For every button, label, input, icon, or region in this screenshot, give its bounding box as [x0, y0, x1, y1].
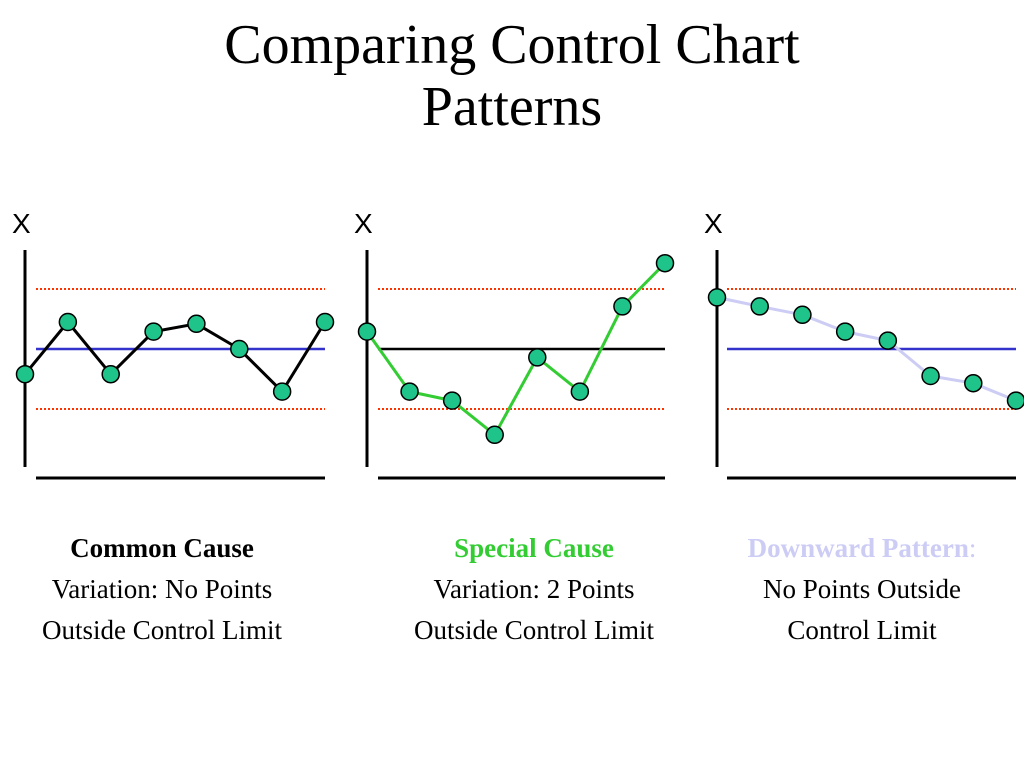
data-point — [921, 366, 940, 386]
caption-line: No Points Outside — [762, 574, 962, 604]
series-segment — [280, 321, 327, 393]
caption-line: Outside Control Limit — [42, 615, 282, 645]
series-segment — [109, 330, 155, 376]
caption-special-cause: Special Cause Variation: 2 Points Outsid… — [376, 528, 692, 651]
caption-heading-suffix: : — [968, 533, 977, 563]
slide-title: Comparing Control Chart Patterns — [0, 14, 1024, 138]
data-point — [655, 253, 675, 273]
series-segment — [621, 262, 667, 308]
caption-heading: Downward Pattern — [747, 533, 969, 563]
data-point — [485, 425, 504, 445]
caption-downward-pattern: Downward Pattern: No Points Outside Cont… — [700, 528, 1024, 651]
data-point — [58, 312, 78, 332]
caption-line: Variation: 2 Points — [433, 574, 635, 604]
data-point — [793, 305, 812, 325]
series-segment — [238, 347, 284, 393]
caption-line: Outside Control Limit — [414, 615, 654, 645]
data-point — [570, 382, 590, 401]
data-point — [15, 364, 35, 384]
series-segment — [365, 330, 411, 393]
caption-common-cause: Common Cause Variation: No Points Outsid… — [4, 528, 320, 651]
data-point — [144, 322, 163, 341]
control-charts-diagram: X X X — [12, 208, 1024, 480]
data-point — [613, 297, 632, 316]
caption-line: Variation: No Points — [51, 574, 273, 604]
series-segment — [66, 321, 112, 376]
data-point — [964, 373, 983, 393]
y-axis-label: X — [354, 208, 373, 239]
series-segment — [493, 356, 539, 436]
chart-common-cause: X — [12, 208, 335, 480]
series-segment — [578, 305, 624, 393]
data-point — [230, 339, 249, 359]
data-point — [400, 382, 419, 401]
caption-line: Control Limit — [787, 615, 937, 645]
y-axis-label: X — [12, 208, 31, 239]
data-point — [707, 288, 727, 307]
data-point — [101, 364, 120, 384]
data-point — [750, 297, 769, 316]
caption-heading: Common Cause — [70, 533, 254, 563]
data-point — [315, 312, 335, 332]
data-point — [1006, 391, 1024, 410]
series-segment — [23, 321, 70, 376]
data-point — [878, 331, 898, 350]
y-axis-label: X — [704, 208, 723, 239]
title-line-2: Patterns — [421, 76, 603, 138]
data-point — [187, 314, 206, 334]
data-point — [835, 322, 855, 341]
title-line-1: Comparing Control Chart — [224, 14, 800, 76]
caption-heading: Special Cause — [454, 533, 614, 563]
data-point — [357, 322, 377, 341]
chart-downward-pattern: X — [704, 208, 1024, 480]
chart-special-cause: X — [354, 208, 675, 480]
caption-heading-line: Downward Pattern: — [700, 528, 1024, 569]
data-point — [528, 348, 547, 367]
data-point — [272, 382, 292, 401]
data-point — [442, 391, 462, 410]
